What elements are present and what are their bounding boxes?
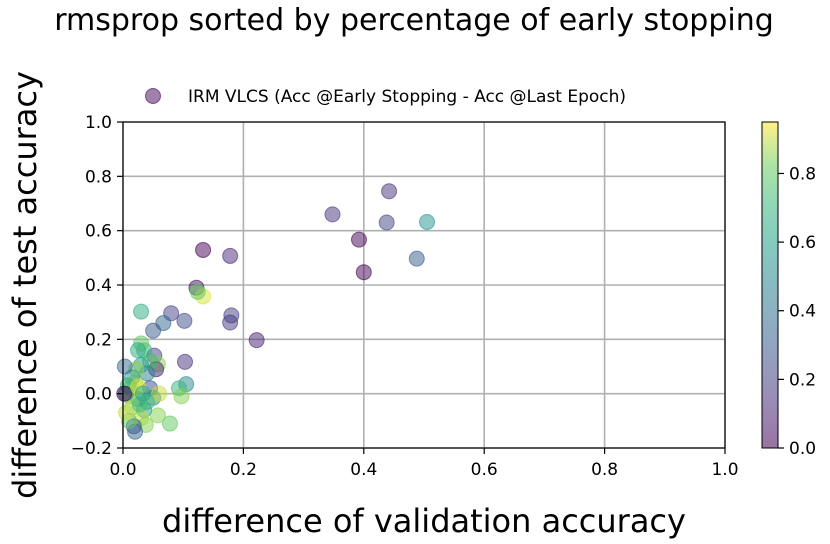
y-tick-label: 0.0 <box>85 385 112 405</box>
data-point <box>195 241 212 258</box>
data-point <box>151 385 168 402</box>
data-point <box>222 314 239 331</box>
data-point <box>189 283 206 300</box>
data-point <box>177 353 194 370</box>
data-point <box>149 407 166 424</box>
colorbar-tick-label: 0.6 <box>789 233 816 253</box>
y-tick-label: −0.2 <box>71 439 112 459</box>
data-point <box>222 247 239 264</box>
x-tick-label: 0.6 <box>471 460 498 480</box>
x-tick-label: 0.8 <box>591 460 618 480</box>
data-point <box>324 206 341 223</box>
legend-label: IRM VLCS (Acc @Early Stopping - Acc @Las… <box>188 87 626 107</box>
grid-lines <box>122 121 726 449</box>
y-axis-label: difference of test accuracy <box>6 71 44 499</box>
data-point <box>381 183 398 200</box>
data-point <box>133 303 150 320</box>
x-tick-label: 0.0 <box>109 460 136 480</box>
data-point <box>248 332 265 349</box>
data-point <box>118 404 135 421</box>
legend-marker <box>145 88 161 104</box>
data-point <box>378 214 395 231</box>
colorbar-tick-label: 0.0 <box>789 439 816 459</box>
data-point <box>130 342 147 359</box>
chart-title: rmsprop sorted by percentage of early st… <box>54 3 774 38</box>
legend: IRM VLCS (Acc @Early Stopping - Acc @Las… <box>145 87 626 107</box>
data-point <box>355 264 372 281</box>
colorbar-tick-label: 0.2 <box>789 370 816 390</box>
data-point <box>408 250 425 267</box>
y-tick-label: 0.4 <box>85 276 112 296</box>
data-point <box>173 388 190 405</box>
x-tick-label: 0.2 <box>230 460 257 480</box>
colorbar-frame <box>761 121 779 449</box>
y-tick-label: 1.0 <box>85 113 112 133</box>
colorbar-ticks: 0.0 0.2 0.4 0.6 0.8 <box>778 164 816 459</box>
y-tick-label: 0.8 <box>85 167 112 187</box>
y-tick-label: 0.6 <box>85 222 112 242</box>
data-point <box>161 415 178 432</box>
x-axis-ticks: 0.0 0.2 0.4 0.6 0.8 1.0 <box>109 448 739 480</box>
data-point <box>419 213 436 230</box>
data-point <box>176 312 193 329</box>
x-tick-label: 1.0 <box>711 460 738 480</box>
y-tick-label: 0.2 <box>85 330 112 350</box>
data-point <box>350 231 367 248</box>
data-point <box>116 358 133 375</box>
colorbar-tick-label: 0.8 <box>789 164 816 184</box>
data-point <box>145 322 162 339</box>
colorbar: 0.0 0.2 0.4 0.6 0.8 <box>761 121 816 459</box>
scatter-points <box>116 183 436 440</box>
colorbar-tick-label: 0.4 <box>789 302 816 322</box>
data-point <box>116 385 133 402</box>
x-tick-label: 0.4 <box>350 460 377 480</box>
colorbar-gradient <box>762 122 778 448</box>
data-point <box>134 385 151 402</box>
y-axis-ticks: −0.2 0.0 0.2 0.4 0.6 0.8 1.0 <box>71 113 123 459</box>
x-axis-label: difference of validation accuracy <box>162 502 686 540</box>
